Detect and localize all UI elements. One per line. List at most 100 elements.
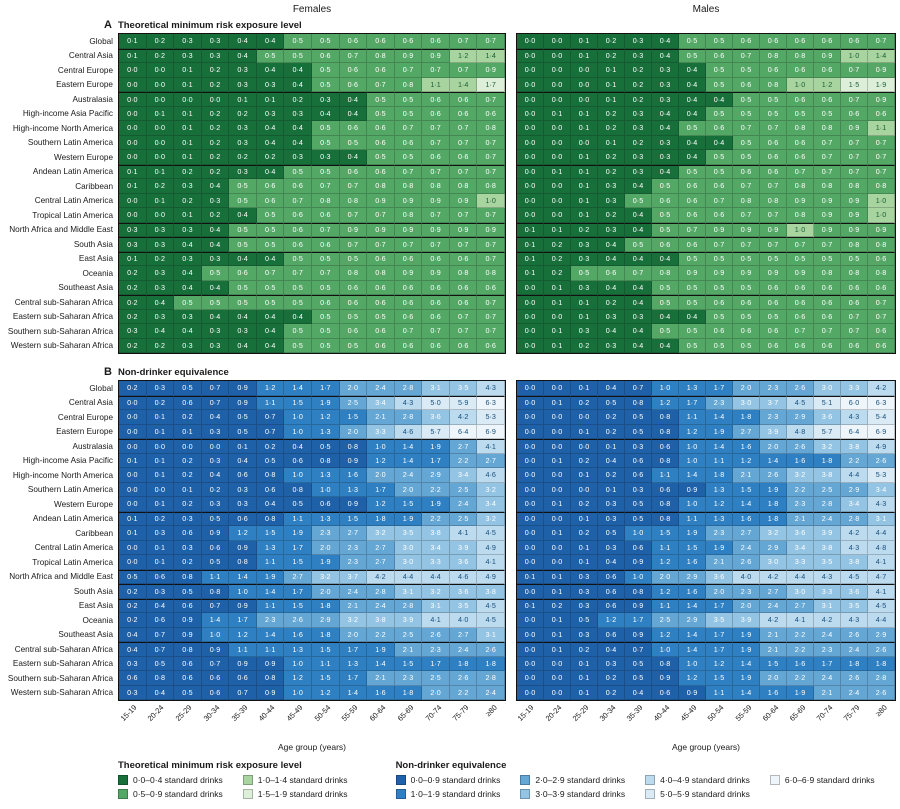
heatmap-cell: 0·1 (174, 208, 202, 223)
legend-a: Theoretical minimum risk exposure level … (118, 760, 348, 799)
heatmap-cell: 0·4 (146, 295, 175, 310)
heatmap-cell: 0·3 (146, 584, 175, 599)
legend-item: 0·5–0·9 standard drinks (118, 789, 223, 799)
heatmap-cell: 0·6 (422, 106, 450, 121)
heatmap-cell: 0·3 (119, 656, 147, 671)
heatmap-cell: 3·2 (477, 482, 505, 497)
heatmap-cell: 2·1 (814, 685, 841, 700)
heatmap-cell: 1·1 (652, 598, 679, 613)
heatmap-cell: 0·4 (146, 685, 175, 700)
heatmap-cell: 0·1 (544, 584, 571, 599)
heatmap-cell: 0·6 (760, 135, 787, 150)
heatmap-cell: 0·2 (625, 135, 652, 150)
heatmap-cell: 0·3 (625, 121, 652, 136)
heatmap-cell: 0·5 (625, 237, 652, 252)
age-tick-cell: 20-24 (146, 701, 174, 741)
heatmap-cell: 0·0 (517, 135, 544, 150)
heatmap-cell: 1·4 (201, 613, 230, 628)
heatmap-cell: 0·7 (814, 150, 841, 165)
heatmap-cell: 0·6 (339, 63, 368, 78)
heatmap-cell: 4·3 (814, 569, 841, 584)
heatmap-cell: 4·1 (477, 555, 505, 570)
heatmap-cell: 3·6 (422, 410, 450, 425)
heatmap-cell: 0·3 (229, 324, 257, 339)
heatmap-cell: 0·7 (625, 381, 652, 396)
heatmap-cell: 4·4 (394, 569, 423, 584)
heatmap-cell: 0·7 (760, 208, 787, 223)
heatmap-cell: 0·6 (787, 34, 814, 49)
heatmap-cell: 0·2 (598, 106, 625, 121)
heatmap-cell: 0·0 (544, 540, 571, 555)
heatmap-cell: 0·9 (814, 48, 841, 63)
heatmap-cell: 0·3 (598, 540, 625, 555)
heatmap-cell: 0·4 (679, 150, 706, 165)
heatmap-cell: 1·0 (284, 424, 312, 439)
heatmap-cell: 0·8 (256, 468, 285, 483)
heatmap-cell: 0·5 (706, 150, 733, 165)
heatmap-cell: 1·0 (787, 77, 814, 92)
heatmap-cell: 2·2 (787, 671, 814, 686)
heatmap-cell: 2·4 (814, 671, 841, 686)
heatmap-cell: 0·6 (367, 280, 395, 295)
heatmap-cell: 0·4 (284, 309, 312, 324)
heatmap-cell: 0·3 (284, 106, 312, 121)
heatmap-cell: 0·6 (814, 34, 841, 49)
heatmap-cell: 2·2 (787, 627, 814, 642)
heatmap-cell: 0·3 (598, 497, 625, 512)
heatmap-cell: 0·9 (174, 613, 202, 628)
heatmap-cell: 0·4 (598, 642, 625, 657)
heatmap-cell: 0·6 (174, 656, 202, 671)
heatmap-cell: 0·9 (706, 222, 733, 237)
heatmap-cell: 0·7 (311, 179, 340, 194)
heatmap-cell: 0·0 (119, 439, 147, 454)
heatmap-cell: 4·3 (477, 381, 505, 396)
legend-item: 1·0–1·9 standard drinks (395, 789, 500, 799)
age-group-tick-label: 20-24 (543, 703, 564, 723)
region-label: Southeast Asia (58, 630, 113, 640)
heatmap-cell: 1·4 (477, 48, 505, 63)
heatmap-cell: 3·8 (422, 526, 450, 541)
heatmap-cell: 0·7 (706, 237, 733, 252)
heatmap-cell: 0·0 (517, 613, 544, 628)
heatmap-cell: 0·6 (284, 208, 312, 223)
heatmap-cell: 0·2 (229, 106, 257, 121)
heatmap-cell: 6·3 (868, 395, 895, 410)
heatmap-cell: 1·4 (679, 468, 706, 483)
heatmap-cell: 0·6 (367, 295, 395, 310)
heatmap-cell: 0·6 (367, 63, 395, 78)
heatmap-cell: 2·9 (787, 410, 814, 425)
heatmap-cell: 0·4 (652, 309, 679, 324)
heatmap-cell: 1·9 (679, 526, 706, 541)
heatmap-cell: 0·7 (477, 164, 505, 179)
heatmap-cell: 0·2 (256, 150, 285, 165)
heatmap-cell: 4·2 (760, 569, 787, 584)
heatmap-cell: 0·6 (760, 164, 787, 179)
age-group-tick-label: 75-79 (450, 703, 471, 723)
heatmap-cell: 0·3 (146, 526, 175, 541)
heatmap-cell: 0·7 (679, 222, 706, 237)
heatmap-cell: 2·4 (367, 381, 395, 396)
heatmap-cell: 0·4 (284, 77, 312, 92)
age-tick-cell: 60-64 (367, 701, 395, 741)
heatmap-cell: 0·6 (422, 34, 450, 49)
heatmap-cell: 0·6 (284, 222, 312, 237)
heatmap-cell: 1·4 (733, 685, 760, 700)
heatmap-cell: 1·8 (477, 656, 505, 671)
heatmap-cell: 0·0 (119, 468, 147, 483)
heatmap-cell: 0·7 (733, 48, 760, 63)
age-axis-females: 15-19 20-24 25-29 30-34 35-39 40-44 45-49 50-54… (118, 701, 506, 741)
heatmap-cell: 0·3 (311, 92, 340, 107)
heatmap-cell: 0·0 (544, 410, 571, 425)
heatmap-cell: 0·8 (868, 266, 895, 281)
heatmap-cell: 1·4 (394, 453, 423, 468)
heatmap-cell: 0·6 (814, 295, 841, 310)
heatmap-cell: 1·4 (679, 598, 706, 613)
heatmap-cell: 0·6 (841, 338, 868, 353)
heatmap-cell: 0·8 (477, 121, 505, 136)
heatmap-cell: 0·5 (174, 381, 202, 396)
heatmap-cell: 0·1 (146, 468, 175, 483)
heatmap-cell: 0·6 (787, 63, 814, 78)
heatmap-cell: 0·9 (229, 540, 257, 555)
heatmap-cell: 0·6 (652, 439, 679, 454)
heatmap-cell: 0·0 (544, 424, 571, 439)
